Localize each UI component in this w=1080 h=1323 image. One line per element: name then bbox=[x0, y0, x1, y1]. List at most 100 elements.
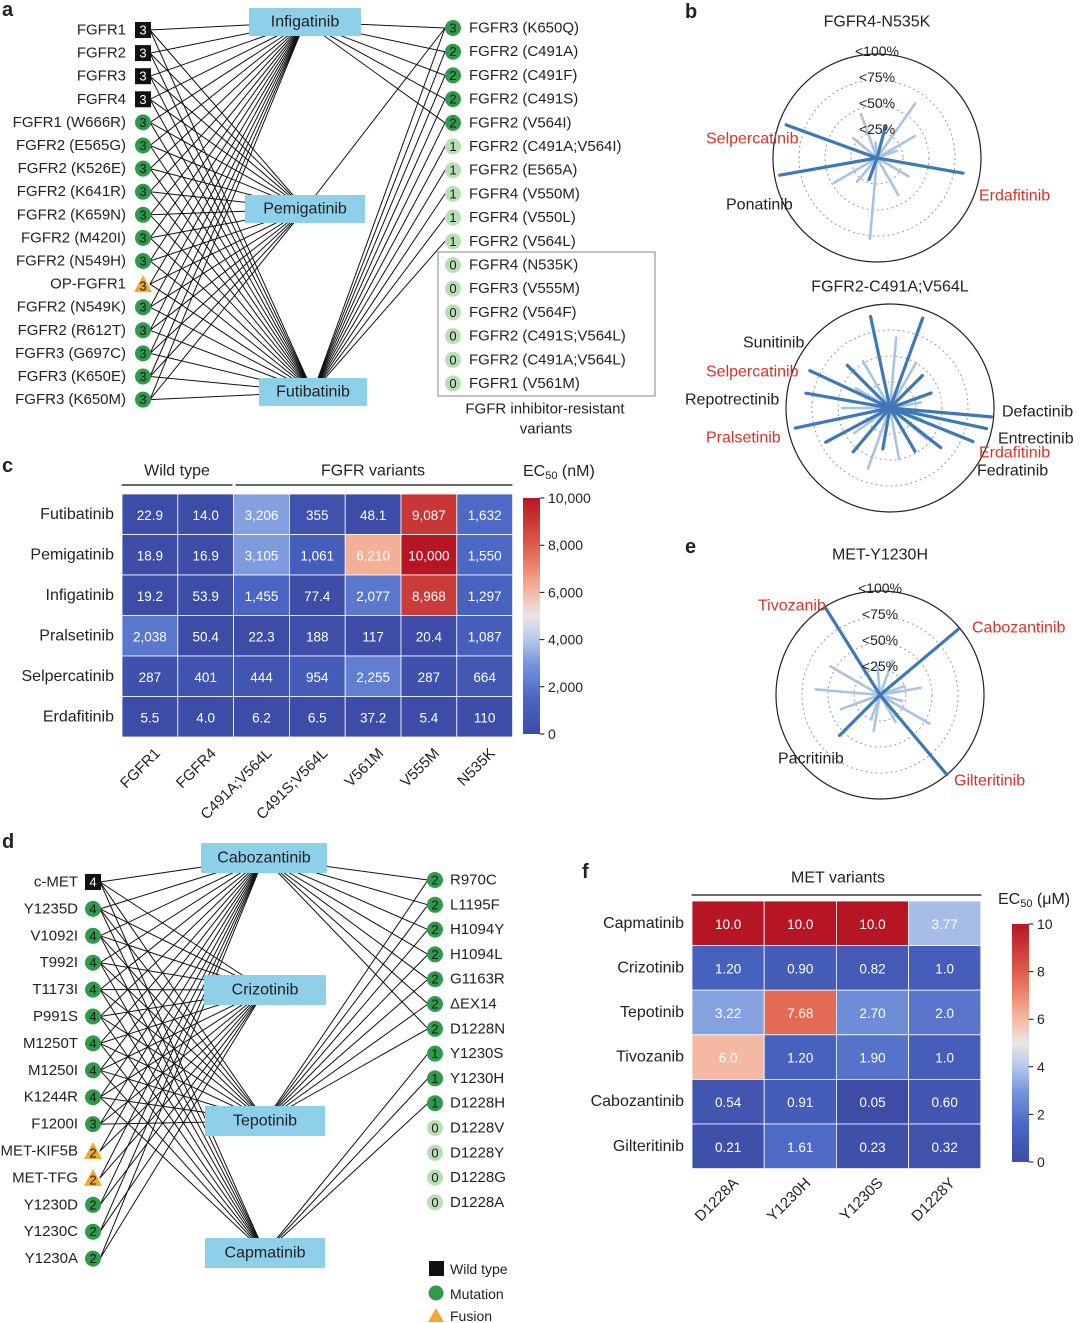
radar-e-ring-label-2: <50% bbox=[862, 632, 898, 648]
node-a-left-6-score: 3 bbox=[139, 161, 146, 176]
edge-a-left-7-2 bbox=[149, 191, 314, 393]
radar-b1-outer-ring bbox=[772, 53, 982, 263]
node-a-right-13-score: 0 bbox=[449, 329, 456, 344]
radar-b2-spoke-strong-13 bbox=[881, 406, 892, 451]
heatmap-f-cell-5-0 bbox=[691, 1123, 765, 1169]
edge-a-left-12-1 bbox=[149, 208, 306, 308]
node-d-right-7-circle bbox=[427, 1045, 443, 1062]
heatmap-f-colorbar-tick-label-3: 4 bbox=[1037, 1059, 1045, 1075]
heatmap-f-value-5-1: 1.61 bbox=[787, 1140, 813, 1155]
node-a-left-8-circle bbox=[135, 206, 151, 223]
node-a-left-label-5: FGFR2 (E565G) bbox=[16, 137, 126, 154]
node-a-left-label-7: FGFR2 (K641R) bbox=[17, 183, 126, 200]
panel-letter-c: c bbox=[2, 455, 13, 477]
node-d-right-8-score: 1 bbox=[431, 1071, 438, 1086]
edge-d-left-4-2 bbox=[99, 989, 266, 1122]
radar-b1-spoke-weak-4 bbox=[832, 156, 879, 185]
node-a-right-label-2: FGFR2 (C491F) bbox=[469, 67, 577, 84]
heatmap-f-cell-4-2 bbox=[836, 1079, 910, 1125]
edge-a-left-7-0 bbox=[149, 21, 306, 193]
radar-b1-spoke-weak-7 bbox=[875, 156, 900, 197]
node-d-right-4-circle bbox=[427, 971, 443, 988]
radar-b2-label-0: Sunitinib bbox=[743, 335, 804, 352]
heatmap-c-cell-4-3 bbox=[288, 655, 346, 697]
node-a-right-14-circle bbox=[445, 351, 461, 368]
node-d-left-9-circle bbox=[85, 1116, 101, 1133]
heatmap-c-cell-0-0 bbox=[121, 493, 179, 535]
drug-a-2-label: Futibatinib bbox=[276, 384, 350, 401]
node-d-left-label-10: MET-KIF5B bbox=[0, 1143, 78, 1160]
heatmap-f-value-5-3: 0.32 bbox=[932, 1140, 958, 1155]
edge-d-left-3-0 bbox=[99, 857, 265, 964]
node-d-left-6-circle bbox=[85, 1035, 101, 1052]
node-a-right-1-circle bbox=[445, 43, 461, 60]
node-a-left-12-score: 3 bbox=[139, 300, 146, 315]
radar-e-spoke-strong-2 bbox=[878, 693, 949, 777]
node-d-right-10-score: 0 bbox=[431, 1121, 438, 1136]
node-a-left-label-1: FGFR2 bbox=[77, 45, 126, 62]
heatmap-c-value-3-3: 188 bbox=[306, 629, 329, 644]
radar-b2-label-5: Entrectinib bbox=[998, 431, 1074, 448]
edge-d-right-5-0 bbox=[263, 857, 429, 1005]
heatmap-f-cell-0-1 bbox=[763, 900, 837, 946]
node-a-left-7-score: 3 bbox=[139, 184, 146, 199]
node-d-left-label-2: V1092I bbox=[30, 927, 78, 944]
edge-a-left-6-2 bbox=[149, 168, 314, 393]
node-d-right-label-7: Y1230S bbox=[450, 1045, 503, 1062]
resistant-caption-1: FGFR inhibitor-resistant bbox=[465, 401, 625, 418]
edge-a-right-6-2 bbox=[312, 169, 446, 393]
edge-d-left-4-0 bbox=[99, 857, 265, 991]
node-a-right-6-circle bbox=[445, 162, 461, 179]
node-d-right-label-3: H1094L bbox=[450, 946, 503, 963]
heatmap-f-colorbar bbox=[1012, 924, 1029, 1162]
node-a-left-label-3: FGFR4 bbox=[77, 91, 126, 108]
heatmap-f-value-2-2: 2.70 bbox=[859, 1006, 885, 1021]
heatmap-c-cell-5-0 bbox=[121, 696, 179, 738]
node-d-right-label-5: ΔEX14 bbox=[450, 996, 497, 1013]
heatmap-f-value-3-1: 1.20 bbox=[787, 1051, 813, 1066]
heatmap-c-cell-5-6 bbox=[456, 696, 513, 738]
node-d-left-label-12: Y1230D bbox=[24, 1196, 78, 1213]
drug-d-2-box bbox=[205, 1106, 325, 1136]
heatmap-c-colorbar-tick-label-3: 4,000 bbox=[548, 632, 583, 648]
radar-e-label-0: Tivozanib bbox=[758, 598, 826, 615]
node-a-right-label-10: FGFR4 (N535K) bbox=[469, 257, 578, 274]
node-a-right-4-circle bbox=[445, 114, 461, 131]
radar-e-spoke-weak-10 bbox=[878, 693, 904, 703]
radar-b2-label-2: Repotrectinib bbox=[685, 392, 779, 409]
edge-d-left-5-0 bbox=[99, 857, 265, 1017]
radar-e-spoke-weak-9 bbox=[869, 693, 882, 721]
edge-d-left-11-0 bbox=[99, 857, 265, 1179]
edge-a-left-13-0 bbox=[149, 21, 306, 331]
radar-b2-spoke-strong-12 bbox=[888, 406, 917, 453]
edge-a-left-10-0 bbox=[149, 21, 306, 262]
drug-d-1-label: Crizotinib bbox=[232, 982, 299, 999]
edge-a-left-4-1 bbox=[149, 121, 306, 210]
node-a-right-label-9: FGFR2 (V564L) bbox=[469, 233, 576, 250]
heatmap-f-colorbar-tick-label-4: 2 bbox=[1037, 1106, 1045, 1122]
node-d-right-5-score: 2 bbox=[431, 997, 438, 1012]
heatmap-c-colorbar bbox=[523, 498, 540, 734]
node-d-left-12-score: 2 bbox=[89, 1197, 96, 1212]
heatmap-c-value-2-5: 8,968 bbox=[412, 589, 446, 604]
edge-a-left-13-1 bbox=[149, 208, 306, 331]
heatmap-c-cell-2-1 bbox=[177, 574, 235, 616]
heatmap-c-cell-4-6 bbox=[456, 655, 513, 697]
heatmap-c-value-4-2: 444 bbox=[250, 670, 273, 685]
radar-b2-title: FGFR2-C491A;V564L bbox=[811, 279, 969, 296]
heatmap-c-value-1-6: 1,550 bbox=[468, 548, 502, 563]
node-a-right-2-circle bbox=[445, 67, 461, 84]
radar-b1-ring-0 bbox=[798, 79, 956, 237]
radar-b1-ring-label-1: <75% bbox=[859, 69, 895, 85]
heatmap-c-cell-2-4 bbox=[344, 574, 402, 616]
node-d-left-10-triangle bbox=[84, 1142, 102, 1159]
node-a-left-label-14: FGFR3 (G697C) bbox=[15, 345, 126, 362]
heatmap-c-value-0-3: 355 bbox=[306, 508, 329, 523]
node-a-right-8-score: 1 bbox=[449, 210, 456, 225]
radar-b1-spoke-strong-4 bbox=[867, 156, 879, 182]
edge-d-left-5-2 bbox=[99, 1016, 266, 1122]
node-d-left-3-score: 4 bbox=[89, 955, 96, 970]
heatmap-c-colorbar-title-sub: 50 bbox=[545, 470, 557, 482]
node-a-right-9-score: 1 bbox=[449, 234, 456, 249]
heatmap-c-value-1-4: 6,210 bbox=[356, 548, 390, 563]
